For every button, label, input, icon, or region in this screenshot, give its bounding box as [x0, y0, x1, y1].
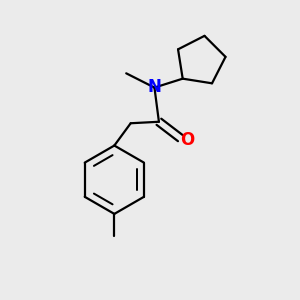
Text: O: O — [180, 131, 194, 149]
Text: N: N — [148, 78, 161, 96]
